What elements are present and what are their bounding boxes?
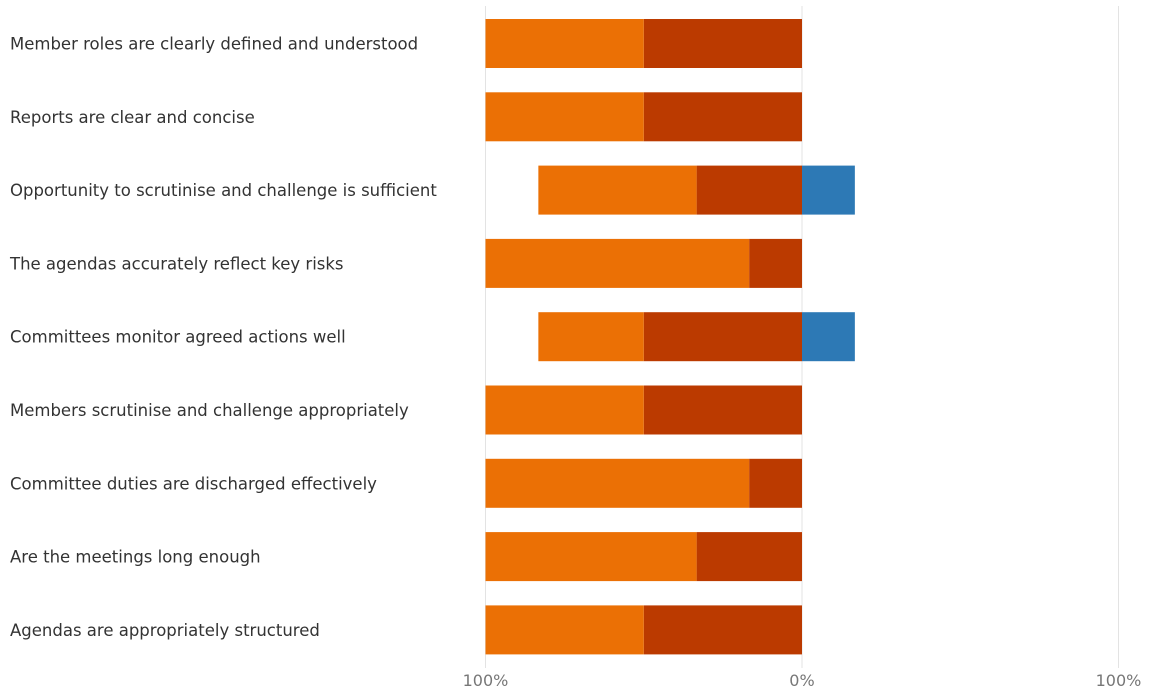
bar-segment: [696, 532, 802, 582]
category-label: Are the meetings long enough: [10, 548, 261, 567]
bar-segment: [538, 165, 697, 215]
category-label: Members scrutinise and challenge appropr…: [10, 401, 409, 420]
category-label: Committee duties are discharged effectiv…: [10, 474, 377, 493]
category-label: Reports are clear and concise: [10, 108, 255, 127]
bars: [485, 19, 855, 655]
bar-segment: [485, 605, 644, 655]
bar-segment: [643, 605, 802, 655]
bar-segment: [643, 385, 802, 435]
category-label: Opportunity to scrutinise and challenge …: [10, 181, 437, 200]
x-tick-label: 100%: [1096, 671, 1142, 690]
bar-segment: [643, 19, 802, 68]
bar-segment: [802, 312, 855, 362]
category-label: The agendas accurately reflect key risks: [9, 254, 344, 273]
bar-segment: [643, 312, 802, 362]
bar-segment: [696, 165, 802, 215]
category-label: Member roles are clearly defined and und…: [10, 35, 418, 54]
x-axis-ticks: 100% 0% 100%: [463, 671, 1142, 690]
bar-segment: [749, 238, 802, 288]
bar-segment: [802, 165, 855, 215]
bar-segment: [485, 458, 750, 508]
bar-segment: [485, 19, 644, 68]
bar-segment: [485, 532, 697, 582]
x-tick-label: 0%: [789, 671, 814, 690]
bar-segment: [485, 238, 750, 288]
category-label: Agendas are appropriately structured: [10, 621, 320, 640]
bar-segment: [485, 385, 644, 435]
x-tick-label: 100%: [463, 671, 509, 690]
bar-segment: [643, 92, 802, 142]
category-labels: Member roles are clearly defined and und…: [9, 35, 437, 640]
bar-segment: [749, 458, 802, 508]
bar-segment: [538, 312, 644, 362]
category-label: Committees monitor agreed actions well: [10, 328, 346, 347]
bar-segment: [485, 92, 644, 142]
